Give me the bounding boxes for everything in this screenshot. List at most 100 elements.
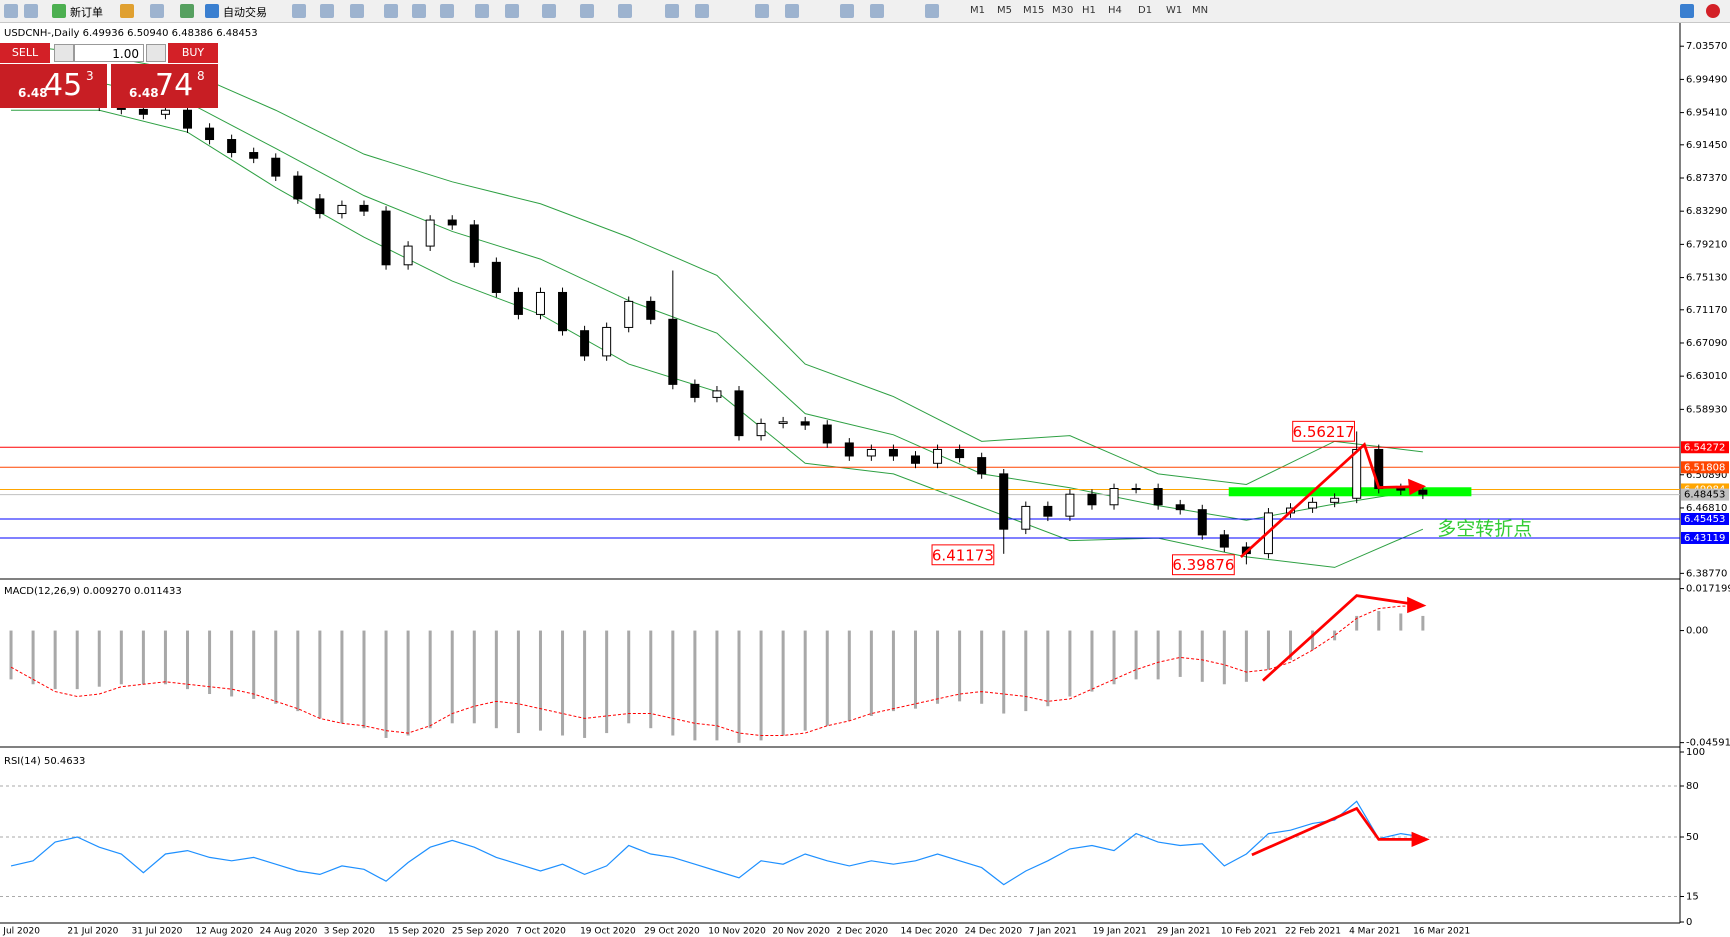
- macd-bar: [1068, 630, 1072, 697]
- macd-bar: [649, 630, 653, 729]
- y-tick-label: 6.83290: [1686, 206, 1727, 217]
- y-tick-label: 6.99490: [1686, 74, 1727, 85]
- timeframe-button[interactable]: MN: [1192, 5, 1209, 16]
- macd-bar: [53, 630, 57, 690]
- timeframe-button[interactable]: H4: [1108, 5, 1122, 16]
- macd-bar: [119, 630, 123, 685]
- macd-bar: [1134, 630, 1138, 680]
- timeframe-button[interactable]: D1: [1138, 5, 1153, 16]
- y-tick-label: 15: [1686, 892, 1699, 903]
- lot-down[interactable]: [54, 44, 74, 62]
- x-tick-label: Jul 2020: [2, 927, 40, 937]
- x-tick-label: 29 Oct 2020: [644, 927, 700, 937]
- icon: [180, 4, 194, 18]
- toolbar: 新订单 自动交易 M1 M5 M15 M30 H1 H4 D1 W1 MN: [0, 0, 1730, 23]
- price-pips: 45: [44, 68, 83, 103]
- macd-bar: [340, 630, 344, 724]
- timeframe-button[interactable]: H1: [1082, 5, 1096, 16]
- macd-bar: [472, 630, 476, 724]
- lot-input[interactable]: 1.00: [74, 44, 144, 62]
- y-tick-label: 6.75130: [1686, 273, 1727, 284]
- x-tick-label: 24 Dec 2020: [965, 927, 1023, 937]
- candle-body: [535, 291, 545, 315]
- arrow: [1262, 594, 1424, 682]
- sell-button[interactable]: SELL: [0, 43, 50, 63]
- timeframe-button[interactable]: M5: [997, 5, 1012, 16]
- auto-trading-button[interactable]: 自动交易: [223, 6, 267, 19]
- price-level-label: 6.48453: [1684, 490, 1725, 501]
- macd-bar: [9, 630, 13, 680]
- icon: [384, 4, 398, 18]
- new-order-button[interactable]: 新订单: [70, 6, 103, 19]
- icon: [205, 4, 219, 18]
- timeframe-button[interactable]: M1: [970, 5, 985, 16]
- x-tick-label: 4 Mar 2021: [1349, 927, 1400, 937]
- macd-bar: [693, 630, 697, 741]
- icon: [580, 4, 594, 18]
- buy-button[interactable]: BUY: [168, 43, 218, 63]
- candle-body: [337, 204, 347, 215]
- macd-bar: [1156, 630, 1160, 680]
- candle-body: [1197, 509, 1207, 536]
- x-tick-label: 25 Sep 2020: [452, 927, 509, 937]
- x-tick-label: 7 Oct 2020: [516, 927, 566, 937]
- price-head: 6.48: [129, 86, 159, 100]
- macd-bar: [1399, 613, 1403, 631]
- rsi-line: [10, 800, 1423, 886]
- macd-bar: [230, 630, 234, 697]
- candle-body: [491, 261, 501, 293]
- candle-body: [822, 424, 832, 444]
- macd-bar: [1178, 630, 1182, 677]
- macd-bar: [869, 630, 873, 716]
- candle-body: [1330, 497, 1340, 503]
- icon: [840, 4, 854, 18]
- x-tick-label: 10 Feb 2021: [1221, 927, 1277, 937]
- x-tick-label: 16 Mar 2021: [1413, 927, 1470, 937]
- timeframe-button[interactable]: M15: [1023, 5, 1045, 16]
- candle-body: [1065, 493, 1075, 517]
- price-level-label: 6.51808: [1684, 462, 1725, 473]
- price-head: 6.48: [18, 86, 48, 100]
- macd-bar: [1421, 615, 1425, 631]
- arrow-head: [1407, 596, 1427, 614]
- y-tick-label: 0: [1686, 917, 1692, 928]
- icon: [4, 4, 18, 18]
- x-tick-label: 29 Jan 2021: [1157, 927, 1211, 937]
- price-level-label: 6.54272: [1684, 442, 1725, 453]
- timeframe-button[interactable]: W1: [1166, 5, 1183, 16]
- macd-bar: [781, 630, 785, 736]
- candle-body: [513, 291, 523, 315]
- macd-bar: [1244, 630, 1248, 682]
- annotation-box: [1292, 420, 1355, 442]
- macd-bar: [605, 630, 609, 734]
- arrow-head: [1411, 831, 1430, 847]
- bid-price[interactable]: 6.48 45 3: [0, 64, 107, 108]
- annotation-box: [931, 544, 995, 566]
- icon: [350, 4, 364, 18]
- x-tick-label: 10 Nov 2020: [708, 927, 766, 937]
- y-tick-label: 80: [1686, 781, 1699, 792]
- price-pips: 74: [155, 68, 194, 103]
- candle-body: [469, 224, 479, 263]
- lot-up[interactable]: [146, 44, 166, 62]
- candle-body: [1396, 488, 1406, 491]
- timeframe-button[interactable]: M30: [1052, 5, 1074, 16]
- candle-body: [580, 330, 590, 357]
- macd-bar: [252, 630, 256, 699]
- macd-bar: [406, 630, 410, 736]
- panel-title: RSI(14) 50.4633: [4, 756, 85, 767]
- panel-title: MACD(12,26,9) 0.009270 0.011433: [4, 586, 182, 597]
- macd-bar: [1311, 630, 1315, 651]
- x-tick-label: 22 Feb 2021: [1285, 927, 1341, 937]
- ask-price[interactable]: 6.48 74 8: [111, 64, 218, 108]
- macd-bar: [1355, 615, 1359, 631]
- macd-bar: [936, 630, 940, 704]
- x-tick-label: 20 Nov 2020: [772, 927, 830, 937]
- candle-body: [293, 175, 303, 200]
- macd-bar: [1377, 611, 1381, 631]
- x-tick-label: 14 Dec 2020: [900, 927, 958, 937]
- y-tick-label: 6.87370: [1686, 173, 1727, 184]
